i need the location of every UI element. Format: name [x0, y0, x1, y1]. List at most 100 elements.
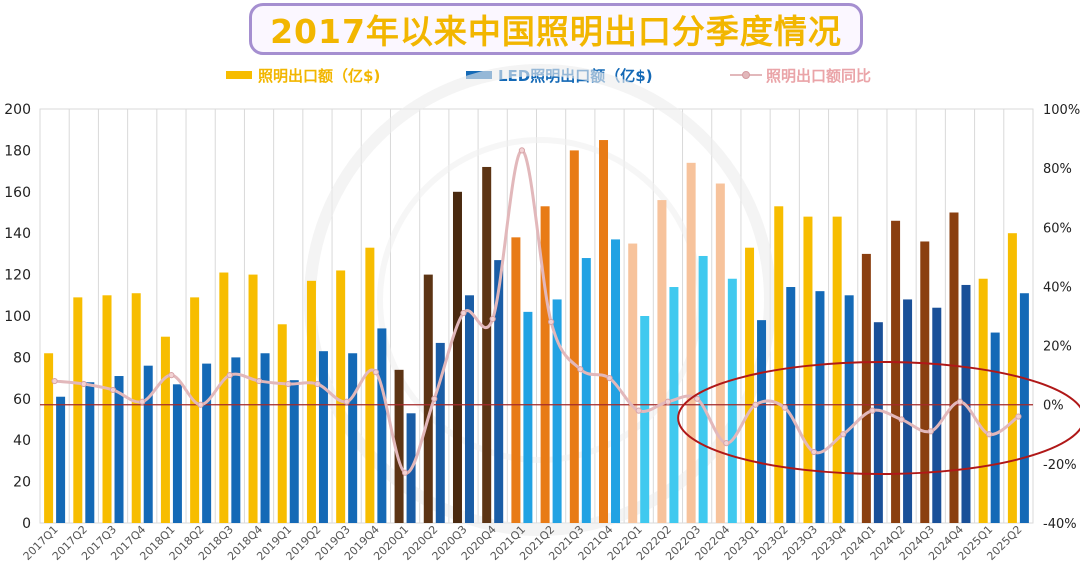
bar-led-export: [698, 255, 708, 523]
bar-lighting-export: [423, 274, 433, 523]
bar-led-export: [552, 299, 562, 523]
yoy-point: [343, 398, 350, 405]
legend-label-yoy: 照明出口额同比: [766, 66, 872, 85]
right-axis-tick-label: 80%: [1043, 162, 1072, 177]
legend-label-lighting: 照明出口额（亿$): [258, 66, 381, 85]
yoy-point: [372, 369, 379, 376]
bar-lighting-export: [745, 247, 755, 523]
bar-lighting-export: [891, 220, 901, 523]
bar-lighting-export: [861, 253, 871, 523]
yoy-point: [956, 398, 964, 405]
yoy-point: [606, 375, 613, 382]
yoy-point: [518, 147, 525, 154]
right-axis-tick-label: 100%: [1043, 103, 1080, 118]
yoy-point: [460, 309, 467, 317]
left-axis-tick-label: 40: [13, 433, 31, 449]
bar-lighting-export: [949, 212, 959, 523]
yoy-point: [986, 431, 993, 438]
bar-led-export: [815, 291, 825, 523]
right-axis-tick-label: 0%: [1043, 399, 1064, 414]
legend-item-lighting-export: 照明出口额（亿$): [226, 64, 380, 86]
yoy-point: [927, 428, 934, 435]
bar-led-export: [114, 376, 124, 523]
bar-lighting-export: [73, 297, 83, 523]
left-axis-tick-label: 160: [4, 185, 31, 201]
right-axis-tick-label: -40%: [1043, 517, 1077, 532]
bar-led-export: [757, 320, 767, 523]
right-axis-tick-label: -20%: [1043, 458, 1077, 473]
yoy-point: [810, 448, 818, 456]
bar-lighting-export: [394, 369, 404, 523]
bar-led-export: [932, 307, 942, 523]
left-axis-tick-label: 60: [13, 392, 31, 408]
yoy-point: [752, 401, 759, 408]
bar-led-export: [1019, 293, 1029, 523]
bar-led-export: [640, 316, 650, 523]
bar-lighting-export: [277, 324, 287, 523]
bar-lighting-export: [540, 206, 550, 524]
bar-lighting-export: [832, 216, 842, 523]
bar-lighting-export: [219, 272, 229, 523]
bar-led-export: [844, 295, 854, 523]
bar-lighting-export: [452, 191, 462, 524]
left-axis-tick-label: 120: [4, 268, 31, 284]
bar-lighting-export: [248, 274, 258, 523]
yoy-point: [577, 366, 584, 373]
bar-lighting-export: [715, 183, 725, 523]
bar-led-export: [289, 380, 299, 523]
bar-led-export: [435, 342, 445, 523]
bar-led-export: [727, 278, 737, 523]
yoy-point: [401, 469, 409, 476]
bar-led-export: [143, 365, 153, 523]
bar-lighting-export: [657, 200, 667, 523]
yoy-point: [314, 380, 321, 388]
yoy-point: [723, 440, 730, 447]
yoy-point: [898, 416, 905, 423]
yoy-point: [548, 318, 555, 326]
bar-led-export: [231, 357, 241, 523]
bar-lighting-export: [1007, 233, 1017, 523]
bar-lighting-export: [102, 295, 112, 523]
bar-lighting-export: [803, 216, 813, 523]
yoy-point: [840, 431, 847, 438]
yoy-point: [285, 380, 292, 388]
chart-title-box: 2017年以来中国照明出口分季度情况: [249, 3, 863, 55]
yoy-point: [226, 372, 233, 379]
left-axis-tick-label: 200: [4, 102, 31, 118]
yoy-point: [694, 395, 701, 402]
bar-led-export: [202, 363, 212, 523]
right-axis-tick-label: 60%: [1043, 221, 1072, 236]
left-axis-tick-label: 180: [4, 143, 31, 159]
bar-led-export: [873, 322, 883, 523]
bar-lighting-export: [160, 336, 170, 523]
bar-lighting-export: [774, 206, 784, 524]
left-axis-tick-label: 0: [22, 516, 31, 532]
bar-led-export: [172, 384, 182, 523]
yoy-point: [139, 398, 146, 405]
bar-led-export: [611, 239, 621, 523]
bar-led-export: [494, 260, 504, 523]
bar-led-export: [464, 295, 474, 523]
bar-led-export: [348, 353, 358, 523]
bar-lighting-export: [306, 280, 316, 523]
bar-lighting-export: [336, 270, 346, 523]
bar-lighting-export: [686, 162, 696, 523]
bar-lighting-export: [569, 150, 579, 523]
bar-led-export: [56, 396, 66, 523]
bar-lighting-export: [365, 247, 375, 523]
yoy-point: [197, 401, 204, 408]
bar-lighting-export: [190, 297, 200, 523]
right-axis-tick-label: 20%: [1043, 340, 1072, 355]
bar-led-export: [260, 353, 270, 523]
bar-lighting-export: [978, 278, 988, 523]
yoy-point: [781, 404, 788, 411]
bar-lighting-export: [44, 353, 54, 523]
bar-lighting-export: [131, 293, 141, 523]
yoy-point: [80, 380, 87, 388]
bar-lighting-export: [511, 237, 521, 523]
yoy-point: [51, 377, 58, 385]
chart-title: 2017年以来中国照明出口分季度情况: [270, 12, 842, 51]
yoy-point: [489, 315, 496, 323]
